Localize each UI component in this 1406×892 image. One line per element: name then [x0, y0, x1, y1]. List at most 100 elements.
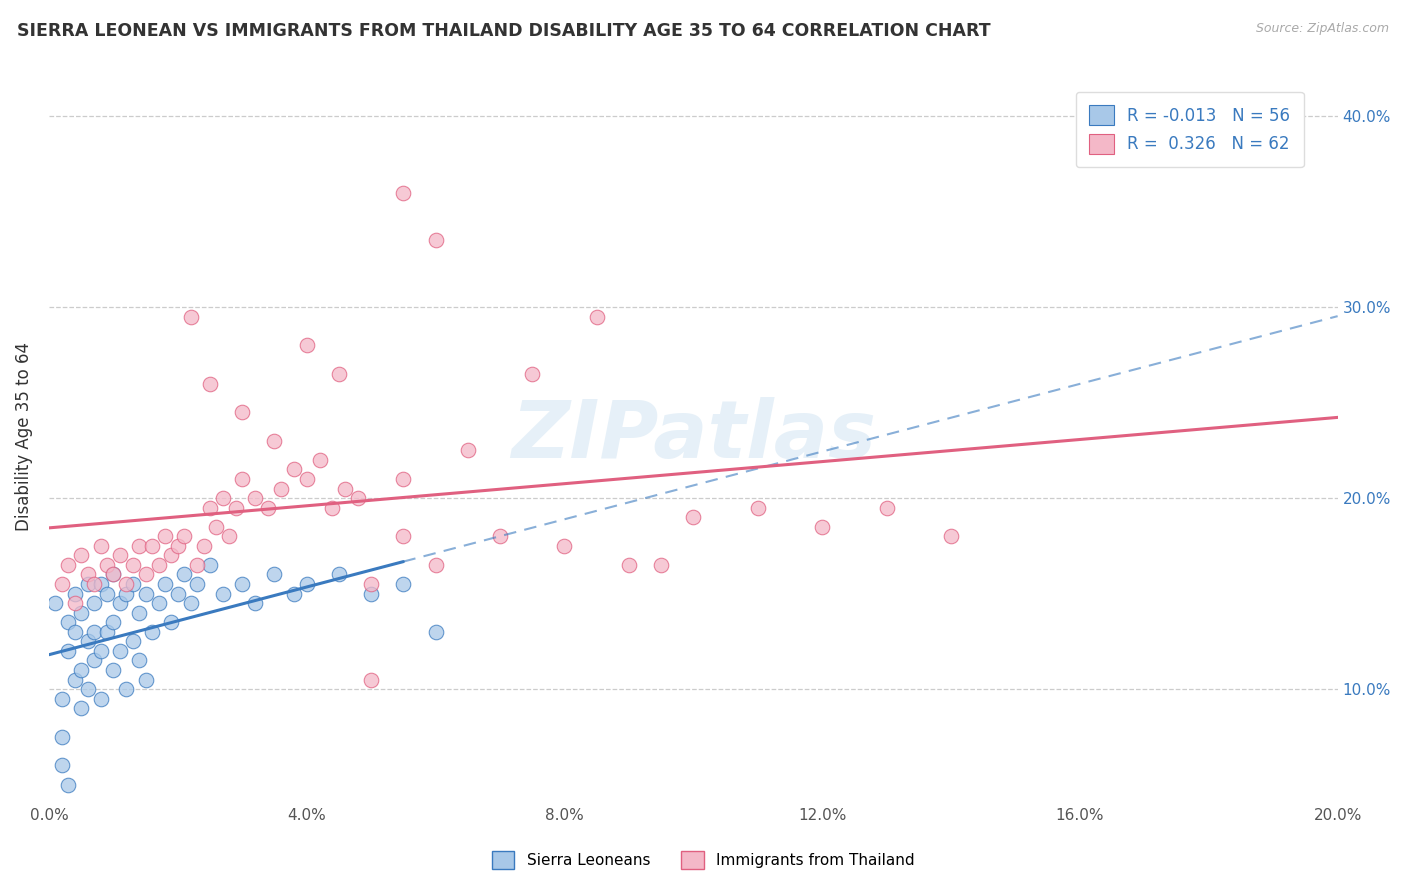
Point	[63, 624, 86, 639]
Point	[51, 730, 73, 744]
Point	[83, 596, 105, 610]
Point	[392, 472, 415, 486]
Point	[585, 310, 607, 324]
Point	[153, 529, 176, 543]
Point	[44, 596, 66, 610]
Point	[51, 577, 73, 591]
Point	[166, 586, 188, 600]
Point	[141, 539, 163, 553]
Point	[58, 644, 80, 658]
Point	[115, 681, 138, 696]
Point	[166, 539, 188, 553]
Point	[108, 644, 131, 658]
Point	[321, 500, 343, 515]
Point	[76, 634, 98, 648]
Point	[70, 663, 93, 677]
Point	[360, 673, 382, 687]
Point	[115, 577, 138, 591]
Point	[58, 778, 80, 792]
Point	[180, 596, 202, 610]
Point	[121, 634, 143, 648]
Point	[128, 539, 150, 553]
Point	[115, 586, 138, 600]
Point	[263, 434, 285, 448]
Point	[135, 673, 157, 687]
Point	[121, 577, 143, 591]
Point	[173, 529, 195, 543]
Point	[89, 644, 111, 658]
Point	[295, 577, 318, 591]
Point	[76, 681, 98, 696]
Point	[141, 624, 163, 639]
Point	[128, 606, 150, 620]
Point	[392, 186, 415, 200]
Point	[425, 624, 447, 639]
Text: ZIPatlas: ZIPatlas	[510, 397, 876, 475]
Point	[70, 606, 93, 620]
Legend: R = -0.013   N = 56, R =  0.326   N = 62: R = -0.013 N = 56, R = 0.326 N = 62	[1076, 92, 1303, 167]
Point	[83, 577, 105, 591]
Point	[103, 663, 125, 677]
Point	[180, 310, 202, 324]
Point	[328, 367, 350, 381]
Point	[160, 615, 183, 630]
Point	[335, 482, 357, 496]
Legend: Sierra Leoneans, Immigrants from Thailand: Sierra Leoneans, Immigrants from Thailan…	[485, 845, 921, 875]
Point	[347, 491, 370, 505]
Point	[70, 549, 93, 563]
Point	[121, 558, 143, 572]
Point	[193, 539, 215, 553]
Point	[212, 491, 235, 505]
Point	[425, 558, 447, 572]
Point	[51, 758, 73, 772]
Point	[89, 691, 111, 706]
Y-axis label: Disability Age 35 to 64: Disability Age 35 to 64	[15, 342, 32, 531]
Point	[103, 567, 125, 582]
Point	[96, 586, 118, 600]
Point	[522, 367, 544, 381]
Point	[186, 577, 208, 591]
Point	[392, 529, 415, 543]
Point	[198, 558, 221, 572]
Point	[243, 491, 266, 505]
Point	[212, 586, 235, 600]
Point	[103, 615, 125, 630]
Point	[295, 472, 318, 486]
Point	[198, 376, 221, 391]
Point	[283, 462, 305, 476]
Point	[553, 539, 575, 553]
Point	[58, 558, 80, 572]
Point	[243, 596, 266, 610]
Point	[135, 586, 157, 600]
Point	[89, 539, 111, 553]
Point	[58, 615, 80, 630]
Point	[148, 558, 170, 572]
Point	[270, 482, 292, 496]
Point	[63, 596, 86, 610]
Point	[70, 701, 93, 715]
Point	[231, 577, 253, 591]
Point	[160, 549, 183, 563]
Point	[263, 567, 285, 582]
Point	[96, 624, 118, 639]
Point	[328, 567, 350, 582]
Point	[89, 577, 111, 591]
Point	[283, 586, 305, 600]
Text: Source: ZipAtlas.com: Source: ZipAtlas.com	[1256, 22, 1389, 36]
Point	[205, 520, 228, 534]
Point	[173, 567, 195, 582]
Text: SIERRA LEONEAN VS IMMIGRANTS FROM THAILAND DISABILITY AGE 35 TO 64 CORRELATION C: SIERRA LEONEAN VS IMMIGRANTS FROM THAILA…	[17, 22, 990, 40]
Point	[360, 577, 382, 591]
Point	[198, 500, 221, 515]
Point	[108, 596, 131, 610]
Point	[257, 500, 280, 515]
Point	[231, 405, 253, 419]
Point	[360, 586, 382, 600]
Point	[876, 500, 898, 515]
Point	[153, 577, 176, 591]
Point	[135, 567, 157, 582]
Point	[108, 549, 131, 563]
Point	[218, 529, 240, 543]
Point	[617, 558, 640, 572]
Point	[63, 673, 86, 687]
